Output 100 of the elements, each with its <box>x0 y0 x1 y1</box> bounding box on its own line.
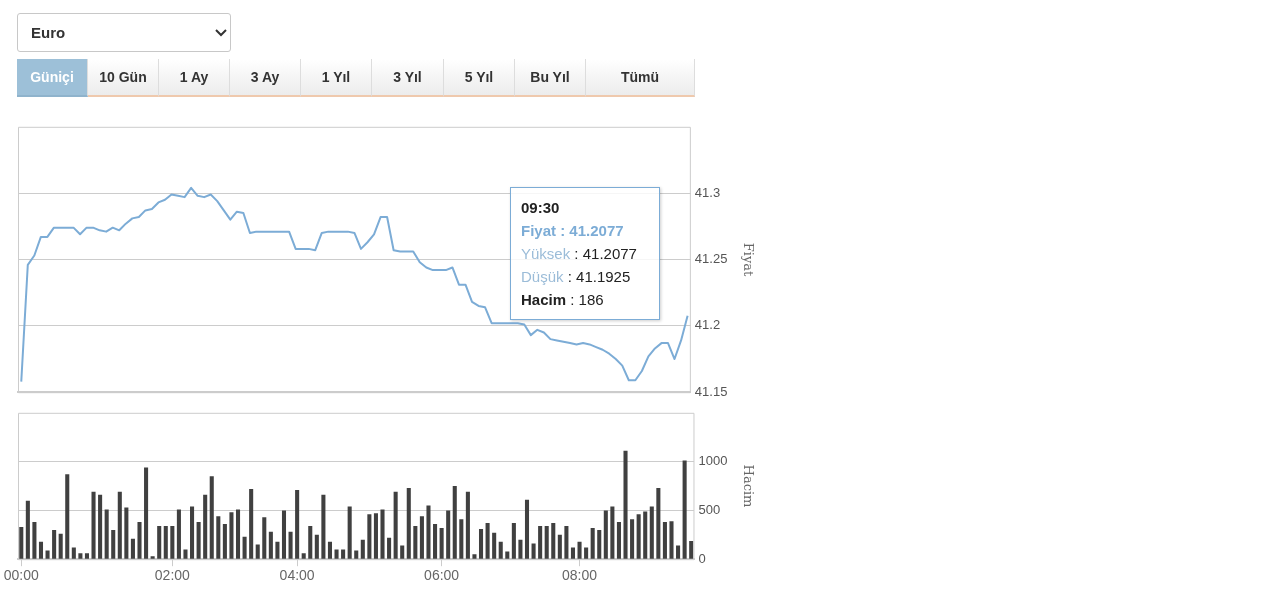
bar <box>130 538 135 559</box>
bar <box>577 541 582 559</box>
text: 1 Yıl <box>301 59 372 97</box>
bar <box>216 516 221 559</box>
text: 3 Ay <box>230 59 301 97</box>
bar <box>426 505 431 559</box>
bar <box>419 516 424 559</box>
y-tick-label: 500 <box>698 501 721 517</box>
bar <box>492 532 497 559</box>
bar <box>393 491 398 559</box>
text: 5 Yıl <box>444 59 515 97</box>
y-tick-label: 41.15 <box>694 383 728 399</box>
bar <box>472 554 477 559</box>
bar <box>360 539 365 559</box>
bar <box>413 526 418 559</box>
bar <box>242 536 247 559</box>
bar <box>163 526 168 559</box>
x-tick-label: 06:00 <box>424 567 460 584</box>
bar <box>531 543 536 559</box>
bar <box>538 526 543 559</box>
bar <box>570 547 576 559</box>
bar <box>314 534 319 559</box>
bar <box>557 534 562 559</box>
bar <box>590 527 595 559</box>
bar <box>433 524 438 559</box>
bar <box>465 491 470 559</box>
bar <box>630 519 635 559</box>
bar <box>524 499 530 559</box>
bar <box>649 506 654 559</box>
bar <box>38 541 44 559</box>
bar <box>157 526 162 559</box>
bar <box>229 512 234 559</box>
bar <box>354 550 359 559</box>
bar <box>387 537 392 559</box>
bar <box>373 513 378 559</box>
bar <box>511 523 516 559</box>
bar <box>623 450 628 559</box>
bar <box>281 510 287 559</box>
x-tick-label: 08:00 <box>562 567 598 584</box>
x-tick-label: 02:00 <box>154 567 191 584</box>
y-tick-label: 1000 <box>698 453 728 469</box>
bar <box>255 544 260 559</box>
y-tick-label: 41.25 <box>694 251 728 267</box>
bar <box>505 551 510 559</box>
bar <box>150 556 155 559</box>
bar <box>52 529 57 559</box>
bar <box>321 494 326 559</box>
text: Bu Yıl <box>515 59 586 97</box>
bar <box>32 522 37 559</box>
text: 10 Gün <box>88 59 159 97</box>
bar <box>544 526 549 559</box>
bar <box>334 549 339 559</box>
bar <box>196 522 201 559</box>
bar <box>71 547 76 559</box>
text: 3 Yıl <box>372 59 444 97</box>
y-tick-label: 0 <box>698 550 706 566</box>
y-axis-title: Fiyat <box>740 242 756 278</box>
bar <box>19 526 24 559</box>
bar <box>327 541 333 559</box>
bar <box>603 510 608 559</box>
bar <box>275 541 280 559</box>
bar <box>662 522 667 559</box>
bar <box>459 519 464 559</box>
bar <box>341 549 346 559</box>
text: Tümü <box>586 59 695 97</box>
bar <box>117 491 122 559</box>
y-tick-label: 41.2 <box>694 317 721 333</box>
annotation: Düşük : 41.1925 <box>521 268 631 285</box>
bar <box>209 476 214 559</box>
bar <box>144 467 149 559</box>
bar <box>498 541 503 559</box>
text: Güniçi <box>17 59 88 97</box>
bar <box>669 521 674 559</box>
bar <box>137 522 142 559</box>
y-axis-title: Hacim <box>740 464 756 508</box>
bar <box>347 506 352 559</box>
bar <box>636 514 641 559</box>
bar <box>190 506 195 559</box>
bar <box>551 523 556 559</box>
bar <box>564 526 569 559</box>
bar <box>249 488 254 559</box>
bar <box>406 487 411 559</box>
bar <box>268 531 273 559</box>
text: 1 Ay <box>159 59 230 97</box>
annotation: Yüksek : 41.2077 <box>521 245 637 262</box>
bar <box>400 545 405 559</box>
bar <box>584 547 589 559</box>
bar <box>308 526 313 559</box>
bar <box>104 509 109 559</box>
text: Euro <box>31 24 66 41</box>
bar <box>235 509 241 559</box>
bar <box>84 553 89 559</box>
bar <box>367 514 372 559</box>
bar <box>439 527 444 559</box>
bar <box>65 474 70 559</box>
bar <box>485 523 490 559</box>
bar <box>91 491 96 559</box>
bar <box>98 494 103 559</box>
bar <box>689 541 694 559</box>
bar <box>170 526 175 559</box>
